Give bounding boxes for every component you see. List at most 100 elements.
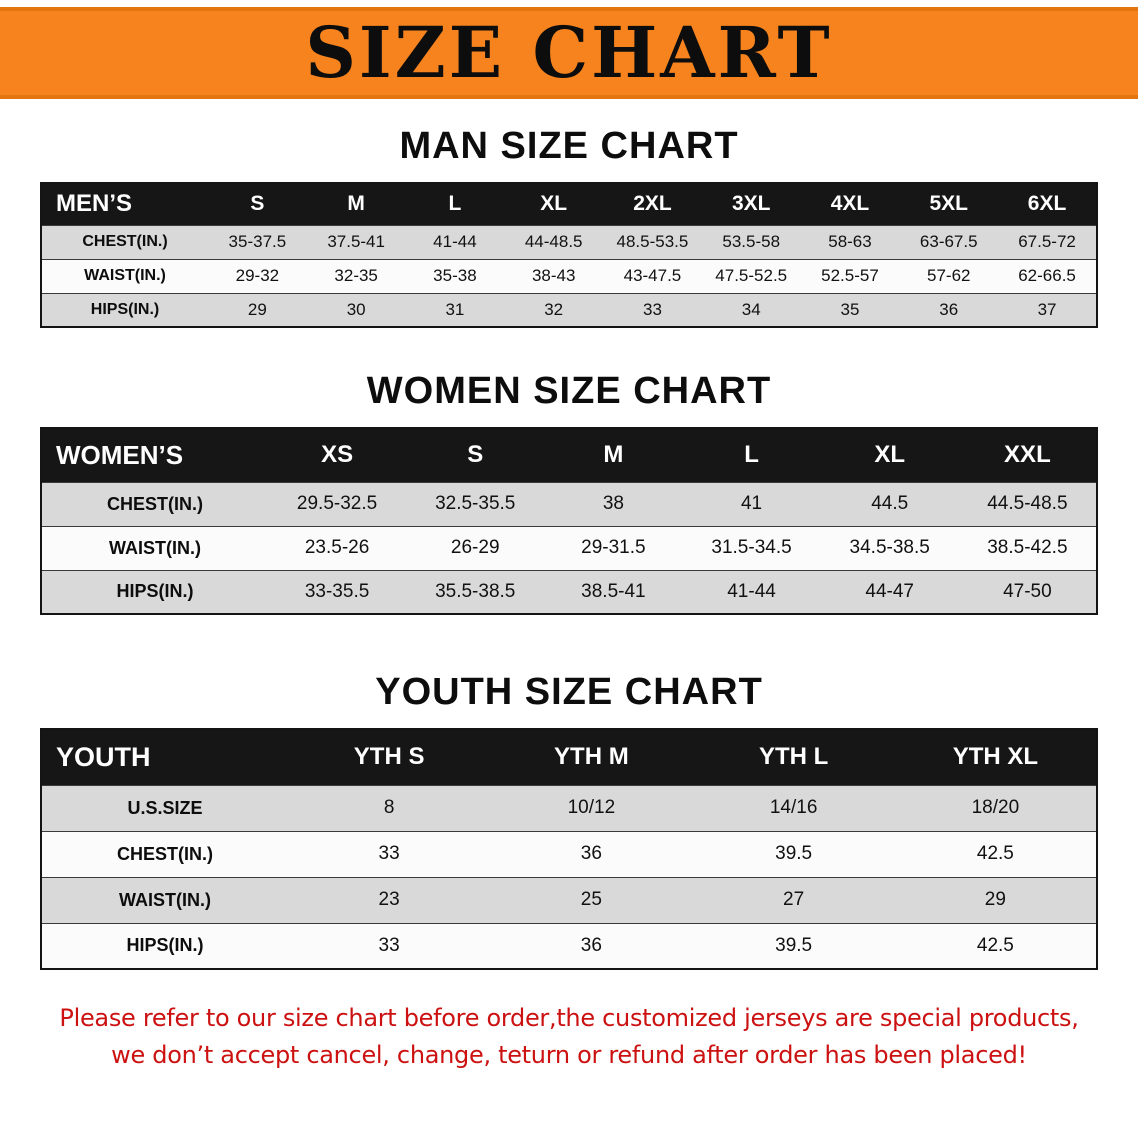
column-header: YTH L [758,743,829,771]
cell-value: 37.5-41 [327,232,385,251]
row-label: HIPS(IN.) [126,935,204,956]
footer-line-1: Please refer to our size chart before or… [59,1004,1079,1032]
column-header: XL [540,192,568,216]
cell-value: 35-38 [433,266,477,285]
column-header: XXL [1004,441,1051,469]
cell-value: 43-47.5 [623,266,682,285]
table-header-row: YOUTH YTH S YTH M YTH L YTH XL [41,729,1097,785]
cell-value: 44-47 [865,580,914,602]
table-corner-label: YOUTH [56,741,151,772]
column-header: 3XL [731,192,771,216]
column-header: S [250,192,265,216]
cell-value: 67.5-72 [1018,232,1076,251]
cell-value: 33 [378,843,400,864]
row-label: HIPS(IN.) [90,300,160,318]
cell-value: 52.5-57 [821,266,879,285]
column-header: S [467,441,484,469]
row-label: WAIST(IN.) [84,267,166,284]
table-row: HIPS(IN.) 29 30 31 32 33 34 35 36 37 [41,293,1097,327]
cell-value: 29 [247,299,267,319]
cell-value: 47.5-52.5 [715,266,788,285]
cell-value: 36 [580,843,602,864]
cell-value: 58-63 [828,232,872,251]
cell-value: 31.5-34.5 [711,537,792,558]
column-header: XL [874,441,906,469]
cell-value: 41 [740,493,763,514]
row-label: U.S.SIZE [127,797,203,818]
cell-value: 42.5 [976,843,1014,864]
cell-value: 29-32 [235,266,280,285]
cell-value: 38 [602,493,624,514]
cell-value: 35.5-38.5 [435,580,516,602]
table-row: CHEST(IN.) 33 36 39.5 42.5 [41,831,1097,877]
cell-value: 25 [580,889,602,910]
cell-value: 38-43 [531,266,576,285]
table-corner-label: WOMEN’S [56,439,184,470]
cell-value: 36 [939,299,959,319]
row-label: WAIST(IN.) [119,889,211,910]
youth-size-section: YOUTH SIZE CHART YOUTH YTH S YTH M YTH L YTH… [0,671,1138,970]
cell-value: 38.5-42.5 [987,537,1068,558]
cell-value: 47-50 [1003,580,1052,602]
footer-note: Please refer to our size chart before or… [0,1000,1138,1074]
cell-value: 39.5 [775,843,813,864]
column-header: XS [321,441,354,469]
cell-value: 32 [544,299,564,319]
row-label: CHEST(IN.) [82,233,168,250]
row-label: CHEST(IN.) [117,843,213,864]
cell-value: 44-48.5 [524,232,583,251]
cell-value: 26-29 [450,537,500,558]
cell-value: 10/12 [567,797,616,818]
column-header: YTH S [353,743,425,771]
column-header: YTH M [554,743,629,771]
cell-value: 35-37.5 [228,232,287,251]
youth-size-table: YOUTH YTH S YTH M YTH L YTH XL U.S.SIZE 8 10/12… [40,728,1098,970]
cell-value: 42.5 [976,934,1014,956]
table-row: WAIST(IN.) 29-32 32-35 35-38 38-43 43-47.5 47.… [41,259,1097,293]
cell-value: 29-31.5 [581,537,646,558]
cell-value: 38.5-41 [581,580,646,602]
table-row: U.S.SIZE 8 10/12 14/16 18/20 [41,785,1097,831]
row-label: CHEST(IN.) [107,493,203,514]
cell-value: 33 [378,934,400,956]
table-row: CHEST(IN.) 35-37.5 37.5-41 41-44 44-48.5 48.5… [41,225,1097,259]
column-header: 4XL [830,192,870,216]
cell-value: 62-66.5 [1018,266,1076,285]
cell-value: 48.5-53.5 [616,232,689,251]
table-row: HIPS(IN.) 33-35.5 35.5-38.5 38.5-41 41-44 44-… [41,570,1097,614]
cell-value: 30 [346,299,366,319]
row-label: HIPS(IN.) [116,581,194,602]
footer-line-2: we don’t accept cancel, change, teturn o… [111,1041,1027,1070]
cell-value: 8 [383,797,395,818]
cell-value: 34 [741,299,761,319]
cell-value: 33-35.5 [304,580,370,602]
cell-value: 29 [984,889,1006,910]
column-header: L [744,441,759,469]
cell-value: 57-62 [927,266,971,285]
cell-value: 63-67.5 [919,232,978,251]
row-label: WAIST(IN.) [109,537,201,558]
cell-value: 18/20 [971,797,1020,818]
table-row: CHEST(IN.) 29.5-32.5 32.5-35.5 38 41 44.5 44.5… [41,482,1097,526]
cell-value: 53.5-58 [722,232,781,251]
cell-value: 33 [642,299,662,319]
cell-value: 41-44 [433,232,477,251]
cell-value: 44.5-48.5 [987,493,1068,514]
cell-value: 27 [783,889,805,910]
size-chart-banner: SIZE CHART [0,7,1138,99]
cell-value: 23 [378,889,400,910]
cell-value: 44.5 [871,493,909,514]
table-header-row: MEN’S S M L XL 2XL 3XL 4XL 5XL 6XL [41,183,1097,225]
column-header: 2XL [633,192,672,216]
column-header: M [347,192,365,216]
cell-value: 23.5-26 [304,537,370,558]
table-row: WAIST(IN.) 23.5-26 26-29 29-31.5 31.5-34.5 34… [41,526,1097,570]
column-header: YTH XL [952,743,1039,771]
cell-value: 29.5-32.5 [296,493,378,514]
youth-section-heading: YOUTH SIZE CHART [375,671,763,713]
column-header: M [603,441,624,469]
cell-value: 31 [445,299,465,319]
cell-value: 32-35 [334,266,378,285]
table-header-row: WOMEN’S XS S M L XL XXL [41,428,1097,482]
men-section-heading: MAN SIZE CHART [399,125,739,167]
